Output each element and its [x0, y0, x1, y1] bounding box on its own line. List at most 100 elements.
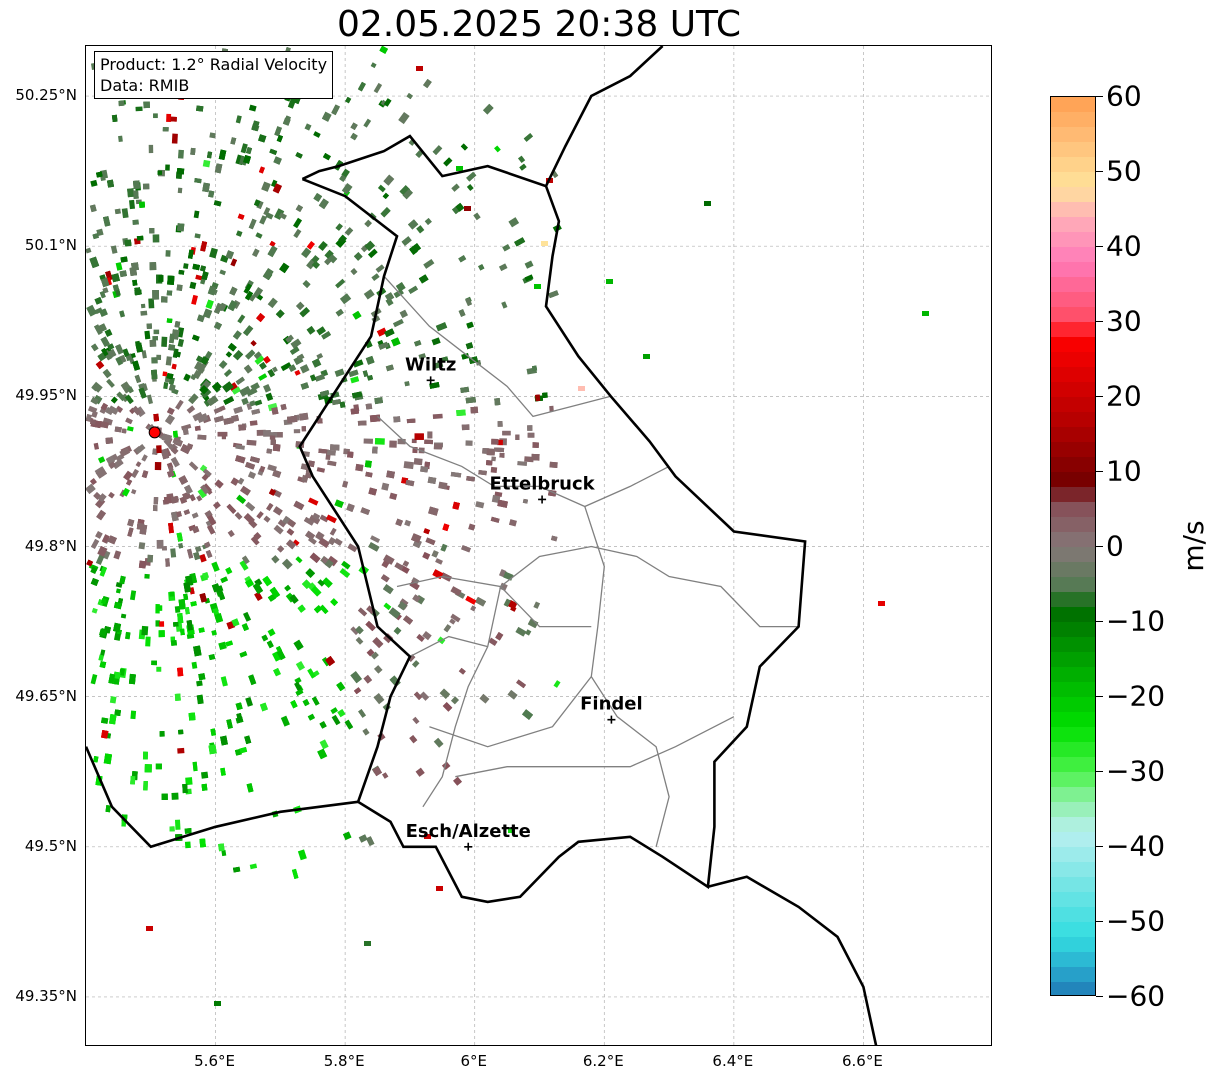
echo-pixel	[534, 284, 541, 289]
colorbar-tick-label: 10	[1106, 454, 1142, 488]
echo-pixel	[208, 654, 216, 661]
country-border	[86, 46, 878, 1045]
echo-pixel	[256, 313, 266, 323]
echo-pixel	[252, 248, 260, 257]
echo-pixel	[150, 369, 158, 380]
echo-pixel	[515, 626, 527, 637]
echo-pixel	[290, 700, 298, 709]
echo-pixel	[350, 671, 362, 684]
echo-pixel	[383, 98, 392, 107]
echo-pixel	[269, 432, 278, 438]
echo-pixel	[225, 640, 233, 647]
product-label: Product: 1.2° Radial Velocity	[100, 55, 328, 74]
colorbar-segment	[1051, 577, 1095, 593]
echo-pixel	[307, 713, 315, 721]
map-frame[interactable]: Wiltz Ettelbruck Findel Esch/Alzette	[85, 45, 992, 1046]
echo-pixel	[170, 548, 177, 558]
echo-pixel	[131, 262, 139, 271]
echo-pixel	[309, 552, 321, 563]
echo-pixel	[134, 287, 141, 296]
lat-tick-label: 49.35°N	[15, 986, 77, 1005]
echo-pixel	[272, 183, 282, 194]
colorbar-segment	[1051, 502, 1095, 518]
echo-pixel	[115, 582, 123, 588]
echo-pixel	[130, 775, 136, 785]
echo-pixel	[118, 135, 123, 142]
echo-pixel	[220, 576, 228, 583]
echo-pixel	[345, 96, 352, 104]
lat-tick-label: 49.65°N	[15, 686, 77, 705]
echo-pixel	[388, 607, 401, 619]
echo-pixel	[198, 627, 205, 633]
echo-pixel	[274, 126, 282, 137]
echo-pixel	[287, 519, 296, 528]
echo-pixel	[294, 677, 302, 684]
echo-pixel	[132, 180, 141, 190]
echo-pixel	[165, 558, 170, 567]
colorbar-segment	[1051, 442, 1095, 458]
echo-pixel	[418, 353, 427, 360]
echo-pixel	[113, 550, 122, 560]
echo-pixel	[370, 651, 379, 660]
map-canvas[interactable]: Wiltz Ettelbruck Findel Esch/Alzette	[86, 46, 992, 1046]
echo-pixel	[372, 766, 382, 777]
echo-pixel	[374, 665, 383, 674]
echo-pixel	[134, 444, 146, 454]
echo-pixel	[99, 566, 107, 577]
echo-pixel	[358, 709, 366, 718]
echo-pixel	[289, 594, 299, 604]
echo-pixel	[271, 366, 278, 373]
echo-pixel	[542, 392, 548, 399]
echo-pixel	[133, 190, 139, 199]
canton-border-line	[500, 586, 592, 628]
colorbar-tick-mark	[1096, 921, 1103, 922]
echo-pixel	[208, 744, 217, 755]
echo-pixel	[358, 834, 368, 843]
echo-pixel	[295, 688, 304, 696]
echo-pixel	[204, 541, 211, 548]
colorbar-segment	[1051, 382, 1095, 398]
echo-pixel	[466, 321, 474, 329]
echo-pixel	[411, 533, 422, 543]
lon-tick-label: 5.8°E	[323, 1052, 365, 1070]
echo-pixel	[118, 100, 125, 107]
echo-pixel	[549, 405, 554, 412]
echo-pixel	[196, 495, 203, 502]
echo-pixel	[353, 687, 362, 695]
echo-pixel	[408, 285, 418, 294]
echo-pixel	[267, 245, 278, 258]
echo-pixel	[169, 377, 175, 385]
echo-pixel	[273, 524, 284, 535]
colorbar-segment	[1051, 697, 1095, 713]
echo-pixel	[202, 468, 212, 477]
echo-pixel	[138, 560, 147, 569]
echo-pixel	[333, 537, 343, 547]
echo-pixel	[440, 543, 448, 552]
echo-pixel	[495, 632, 504, 641]
echo-pixel	[175, 351, 182, 358]
echo-pixel	[318, 198, 329, 210]
echo-pixel	[435, 558, 443, 565]
echo-pixel	[165, 250, 171, 257]
echo-pixel	[223, 396, 235, 405]
echo-pixel	[326, 514, 337, 524]
echo-pixel	[203, 399, 211, 407]
echo-pixel	[136, 522, 145, 531]
belgium-germany-border	[544, 46, 664, 187]
echo-pixel	[235, 230, 243, 237]
echo-pixel	[129, 199, 136, 210]
echo-pixel	[393, 626, 402, 635]
echo-pixel	[206, 395, 219, 407]
echo-pixel	[246, 439, 257, 446]
echo-pixel	[100, 717, 109, 724]
echo-pixel	[100, 277, 110, 288]
echo-pixel	[466, 184, 474, 191]
echo-pixel	[177, 747, 185, 754]
echo-pixel	[192, 526, 200, 534]
echo-pixel	[508, 828, 515, 833]
echo-pixel	[490, 466, 498, 473]
echo-pixel	[116, 391, 126, 402]
echo-pixel	[231, 618, 240, 627]
echo-pixel	[177, 149, 184, 159]
echo-pixel	[243, 364, 253, 374]
